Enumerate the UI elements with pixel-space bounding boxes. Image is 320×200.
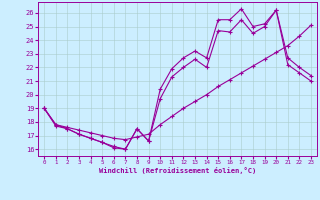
X-axis label: Windchill (Refroidissement éolien,°C): Windchill (Refroidissement éolien,°C): [99, 167, 256, 174]
